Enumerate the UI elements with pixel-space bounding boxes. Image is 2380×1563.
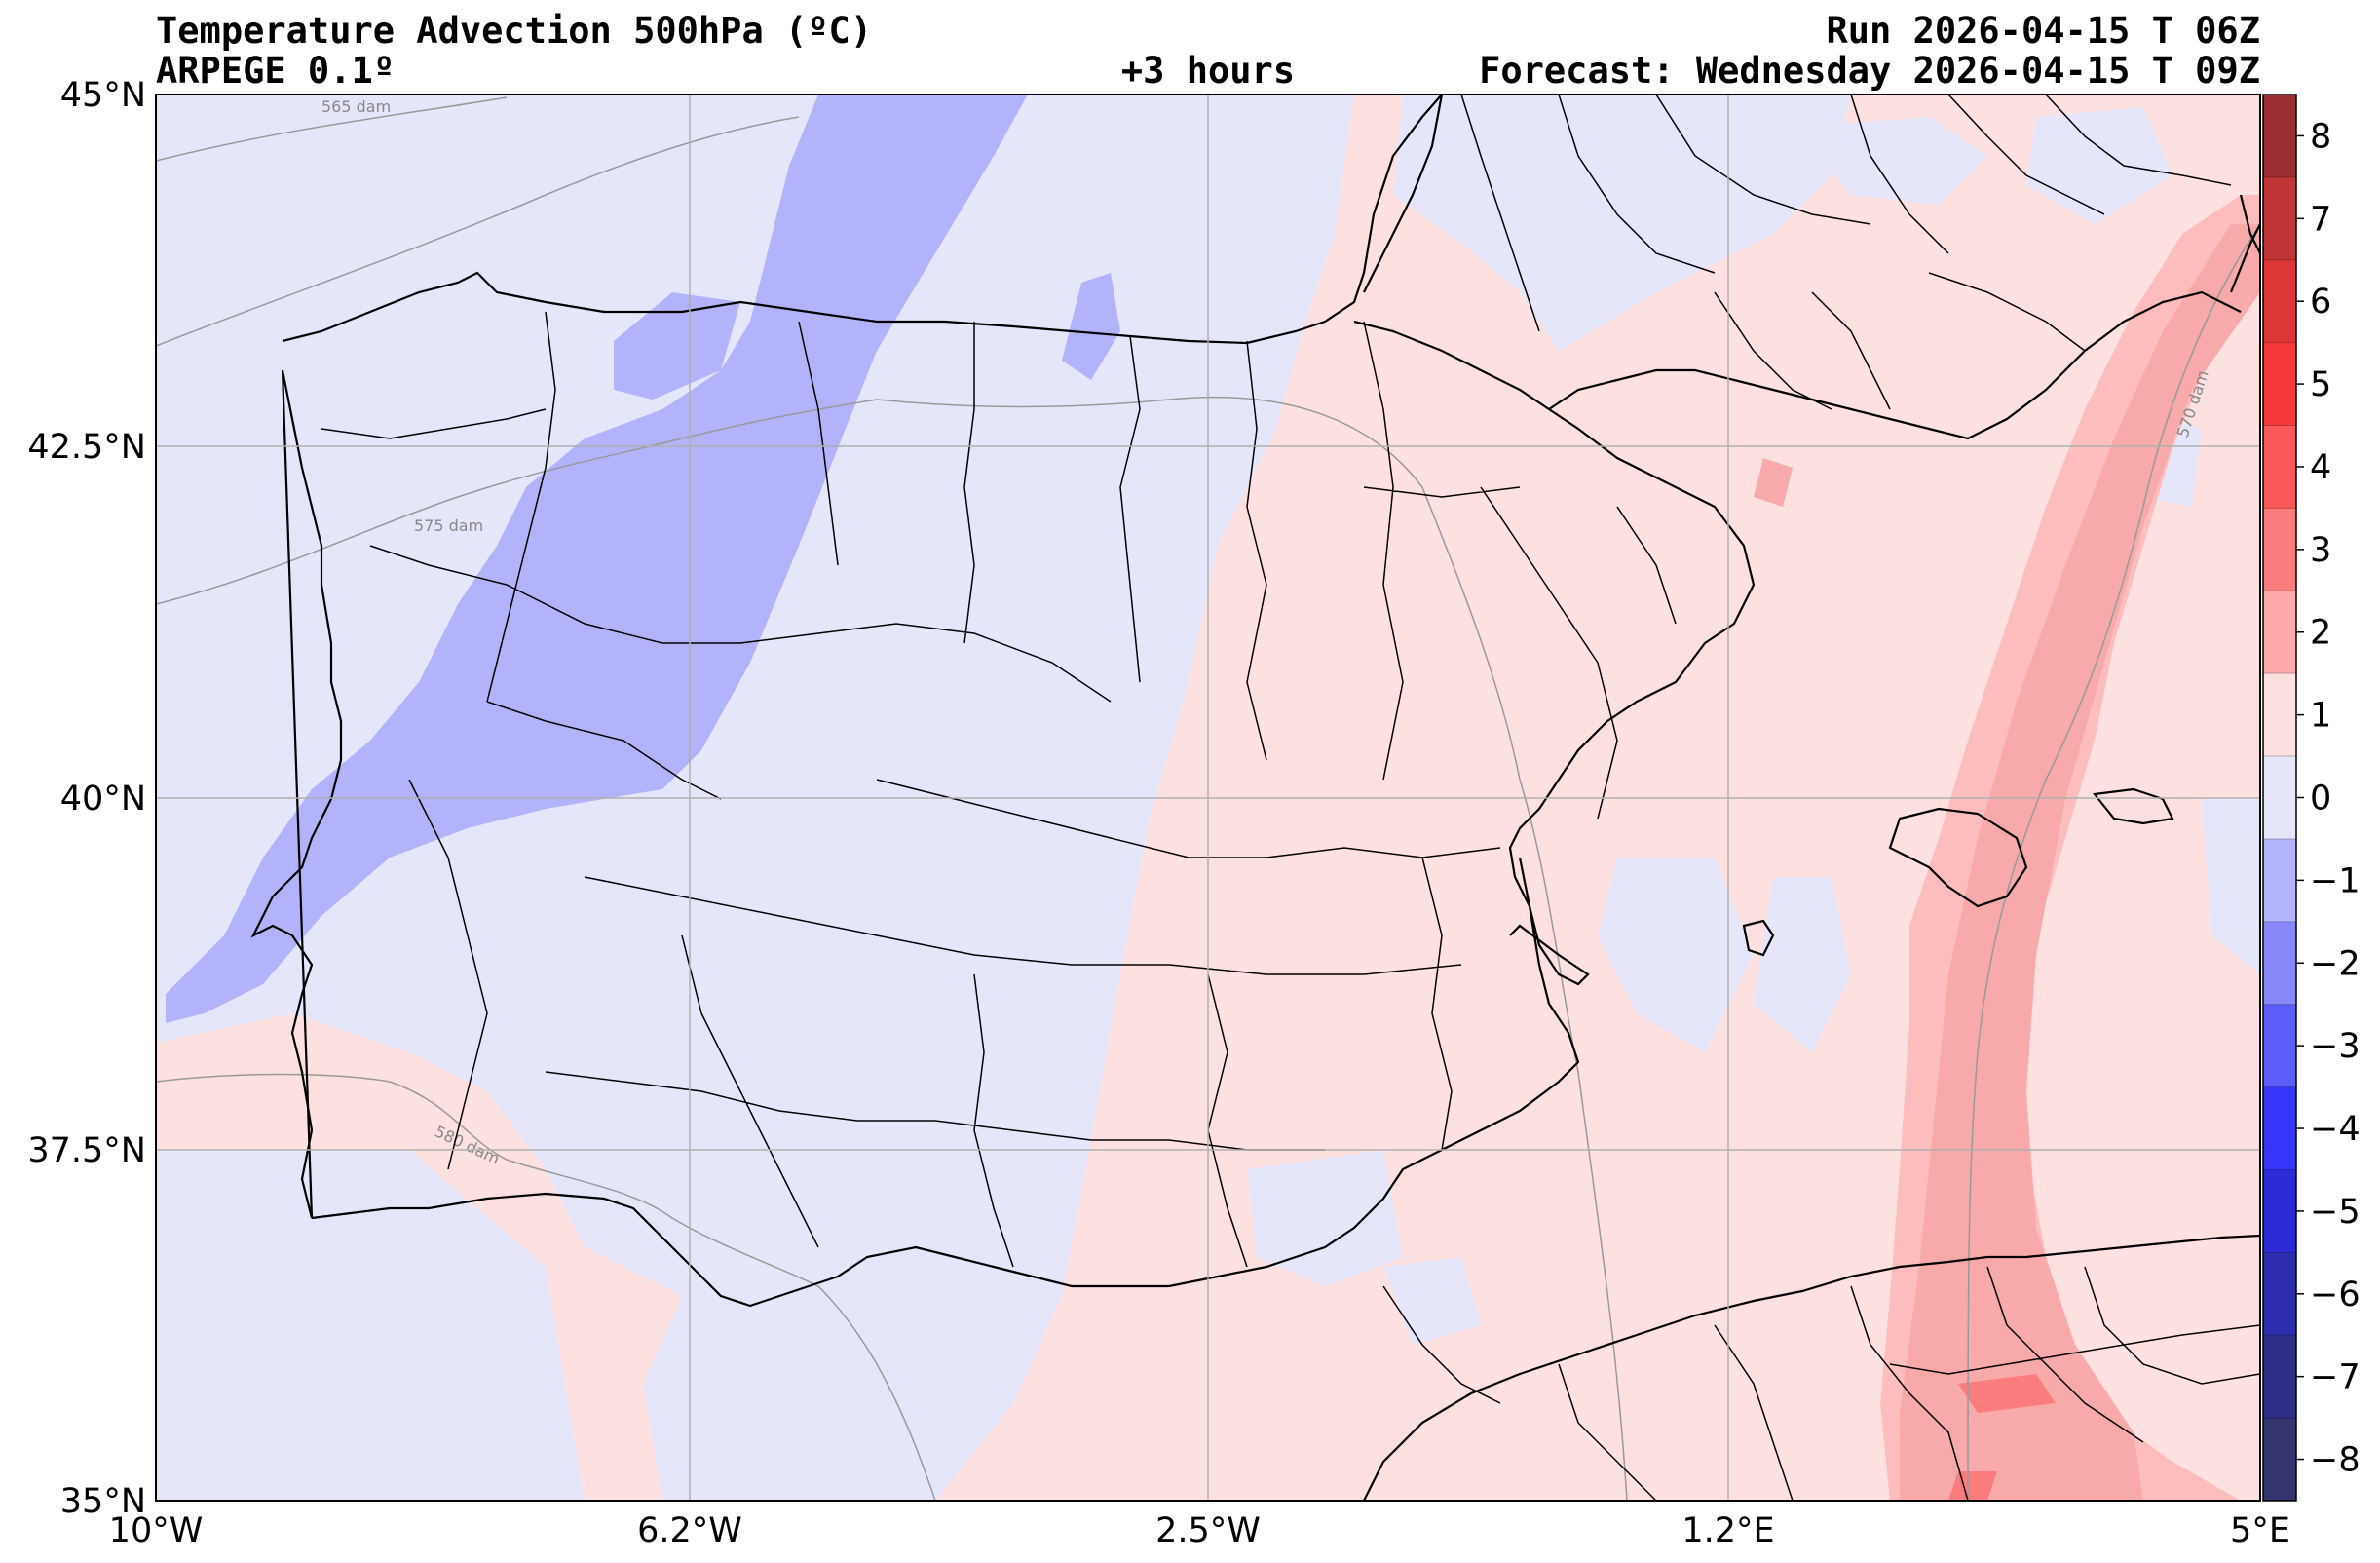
colorbar-tick-label: −3 [2310, 1027, 2361, 1066]
lat-label-35N: 35°N [60, 1482, 146, 1521]
contour-580 [156, 1073, 936, 1501]
lat-label-45N: 45°N [60, 76, 146, 115]
contour-570-east [1967, 223, 2260, 1501]
colorbar-band [2263, 508, 2296, 591]
colorbar-band [2263, 1335, 2296, 1419]
lat-axis-labels: 45°N 42.5°N 40°N 37.5°N 35°N [27, 76, 146, 1521]
colorbar: 8 7 6 5 4 3 2 1 0 −1 −2 −3 −4 −5 −6 −7 −8 [2262, 94, 2361, 1502]
colorbar-band [2263, 259, 2296, 344]
map-title: Temperature Advection 500hPa (ºC) [156, 10, 872, 52]
cold-advection-band [166, 95, 1120, 1023]
warm-advection-band [1754, 195, 2260, 1501]
colorbar-tick-label: −7 [2310, 1358, 2361, 1397]
france-coast [1363, 95, 2242, 440]
model-label: ARPEGE 0.1º [156, 50, 395, 92]
colorbar-band [2263, 342, 2296, 427]
colorbar-band [2263, 838, 2296, 923]
colorbar-tick-label: −2 [2310, 944, 2361, 983]
graticule [156, 95, 2260, 1501]
colorbar-tick-label: 4 [2310, 448, 2331, 487]
colorbar-band [2263, 591, 2296, 674]
lon-axis-labels: 10°W 6.2°W 2.5°W 1.2°E 5°E [109, 1511, 2290, 1550]
lat-label-37.5N: 37.5°N [27, 1131, 146, 1170]
lon-label-2.5W: 2.5°W [1155, 1511, 1261, 1550]
colorbar-tick-label: 5 [2310, 365, 2331, 404]
forecast-label: Forecast: Wednesday 2026-04-15 T 09Z [1479, 50, 2260, 92]
lon-label-1.2E: 1.2°E [1681, 1511, 1774, 1550]
colorbar-band [2263, 425, 2296, 509]
contour-label-565: 565 dam [321, 97, 391, 116]
lon-label-5E: 5°E [2230, 1511, 2290, 1550]
colorbar-band [2263, 1418, 2296, 1502]
colorbar-band [2263, 756, 2296, 840]
colorbar-tick-label: −5 [2310, 1193, 2361, 1232]
lead-time-label: +3 hours [1121, 50, 1295, 92]
map-frame [155, 94, 2261, 1502]
contour-565 [156, 96, 508, 162]
colorbar-tick-label: 0 [2310, 780, 2331, 819]
iberia-coastline [250, 95, 1756, 1308]
colorbar-band [2263, 921, 2296, 1006]
geopotential-contours [156, 96, 2260, 1501]
colorbar-band [2263, 673, 2296, 757]
colorbar-tick-label: 7 [2310, 200, 2331, 239]
colorbar-band [2263, 1086, 2296, 1170]
colorbar-band [2263, 1169, 2296, 1253]
admin-borders [321, 95, 2260, 1501]
lat-label-42.5N: 42.5°N [27, 428, 146, 467]
colorbar-tick-label: 8 [2310, 117, 2331, 156]
colorbar-tick-label: −4 [2310, 1110, 2361, 1149]
lon-label-6.2W: 6.2°W [637, 1511, 742, 1550]
run-label: Run 2026-04-15 T 06Z [1826, 10, 2260, 52]
lat-label-40N: 40°N [60, 780, 146, 819]
colorbar-band [2263, 1252, 2296, 1336]
coastlines [250, 95, 2260, 1501]
colorbar-band [2263, 176, 2296, 261]
colorbar-tick-label: 2 [2310, 614, 2331, 653]
colorbar-tick-label: 6 [2310, 283, 2331, 322]
contour-570-west [156, 116, 800, 347]
colorbar-tick-label: −8 [2310, 1441, 2361, 1480]
colorbar-band [2263, 95, 2296, 178]
contour-575 [156, 399, 878, 605]
colorbar-tick-label: 3 [2310, 531, 2331, 570]
colorbar-tick-label: 1 [2310, 697, 2331, 736]
contour-label-575: 575 dam [414, 516, 483, 535]
mallorca [1888, 807, 2028, 908]
map-area: 565 dam 570 dam 575 dam 580 dam [156, 95, 2260, 1501]
north-africa-coast [1363, 1234, 2260, 1501]
ibiza [1742, 919, 1775, 957]
sardinia-corsica [2229, 194, 2260, 293]
colorbar-band [2263, 1004, 2296, 1088]
colorbar-tick-label: −6 [2310, 1276, 2361, 1315]
colorbar-tick-label: −1 [2310, 861, 2361, 900]
menorca [2092, 787, 2174, 825]
lon-label-10W: 10°W [109, 1511, 204, 1550]
contour-mid [876, 396, 1628, 1501]
